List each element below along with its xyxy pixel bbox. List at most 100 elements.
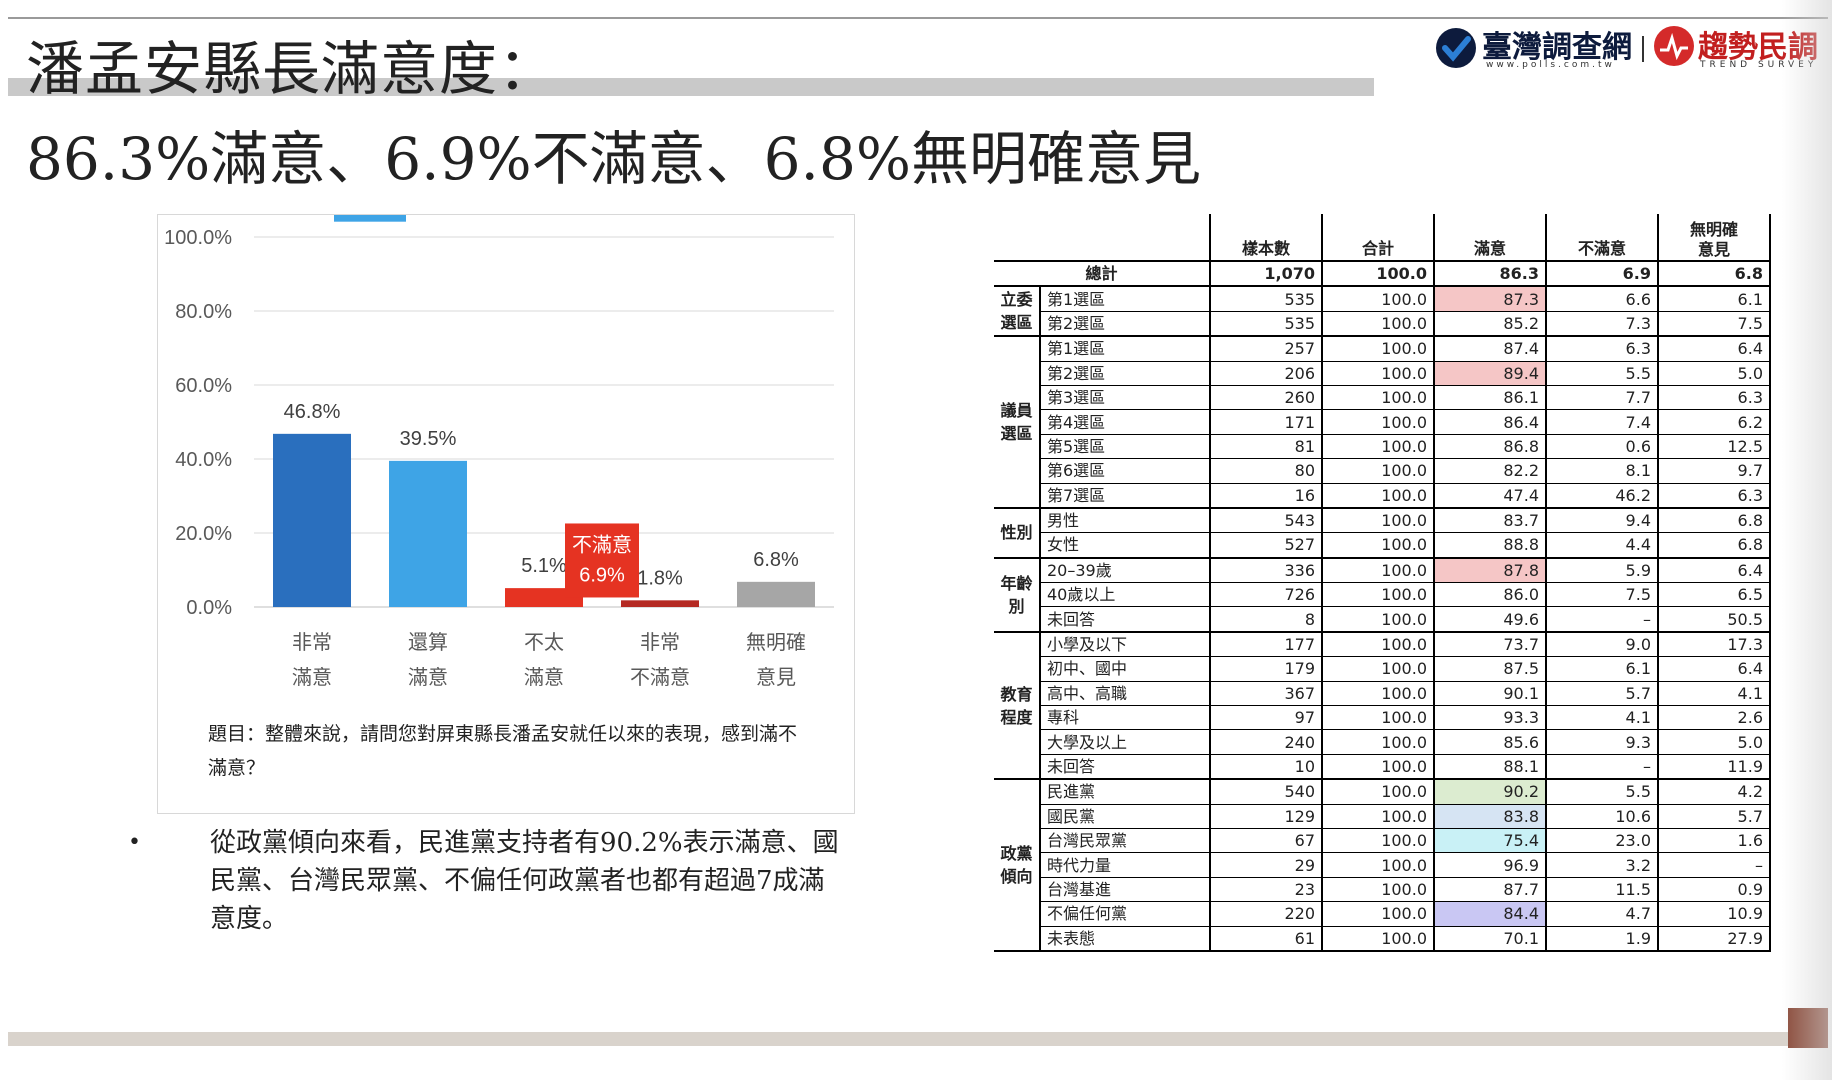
page-title: 潘孟安縣長滿意度： <box>26 35 558 103</box>
row-value: 9.3 <box>1545 729 1658 755</box>
row-value: 6.4 <box>1657 557 1771 584</box>
bullet-point-icon: • <box>128 830 141 855</box>
checkmark-icon <box>1436 28 1476 68</box>
table-row: 未回答 10 100.0 88.1–11.9 <box>994 754 1771 781</box>
table-row: 第2選區 206 100.0 89.4 5.5 5.0 <box>994 361 1771 386</box>
page-subtitle: 86.3%滿意、6.9%不滿意、6.8%無明確意見 <box>26 125 1201 193</box>
table-row: 大學及以上 240 100.0 85.6 9.3 5.0 <box>994 729 1771 755</box>
row-value: 5.0 <box>1657 729 1771 755</box>
title-underline-bar <box>8 78 1374 96</box>
row-value: 100.0 <box>1321 705 1434 731</box>
row-value: 86.8 <box>1433 434 1546 460</box>
table-row: 高中、高職 367 100.0 90.1 5.7 4.1 <box>994 681 1771 707</box>
row-value: 70.1 <box>1433 926 1546 952</box>
row-value: 86.1 <box>1433 385 1546 411</box>
row-value: – <box>1545 754 1658 781</box>
row-value: 100.0 <box>1321 507 1434 534</box>
row-value: 5.5 <box>1545 779 1658 805</box>
y-tick-label: 0.0% <box>186 597 232 619</box>
row-label: 初中、國中 <box>1039 656 1210 682</box>
row-value: 0.6 <box>1545 434 1658 460</box>
header-blank <box>994 214 1210 261</box>
logo-separator <box>1642 36 1644 62</box>
row-label: 第7選區 <box>1039 483 1210 509</box>
row-value: 4.1 <box>1657 681 1771 707</box>
row-value: 100.0 <box>1321 286 1434 312</box>
row-value: 3.2 <box>1545 852 1658 878</box>
table-row: 專科 97 100.0 93.3 4.1 2.6 <box>994 705 1771 731</box>
row-label: 第1選區 <box>1039 286 1210 312</box>
x-tick-label: 還算 <box>408 630 448 654</box>
row-value: 100.0 <box>1321 336 1434 362</box>
row-value: 257 <box>1209 336 1322 362</box>
table-row: 第3選區 260 100.0 86.1 7.7 6.3 <box>994 385 1771 411</box>
column-header: 不滿意 <box>1545 214 1658 261</box>
group-label-line: 教育 <box>1000 684 1033 704</box>
x-tick-label: 無明確 <box>746 630 806 654</box>
row-value: 10.6 <box>1545 804 1658 829</box>
row-value: 29 <box>1209 852 1322 878</box>
annotation-box <box>565 523 639 598</box>
crosstab-table-wrap: 樣本數 合計 滿意 不滿意 無明確 意見 總計 1,070 100.0 86.3 6.9 6.8 立委選… <box>994 214 1771 952</box>
row-value: 100.0 <box>1321 385 1434 411</box>
row-value: 5.7 <box>1657 804 1771 829</box>
row-value: 10.9 <box>1657 901 1771 927</box>
bar <box>737 581 815 607</box>
row-value: 7.3 <box>1545 311 1658 338</box>
row-value: 27.9 <box>1657 926 1771 952</box>
row-value: 100.0 <box>1321 852 1434 878</box>
summary-bullet-text: 從政黨傾向來看，民進黨支持者有90.2%表示滿意、國民黨、台灣民眾黨、不偏任何政… <box>210 828 839 934</box>
row-label: 40歲以上 <box>1039 582 1210 608</box>
row-value: 129 <box>1209 804 1322 829</box>
row-value: 85.2 <box>1433 311 1546 338</box>
row-label: 台灣民眾黨 <box>1039 828 1210 854</box>
row-label: 未表態 <box>1039 926 1210 952</box>
row-label: 專科 <box>1039 705 1210 731</box>
table-row: 台灣民眾黨 67 100.0 75.4 23.0 1.6 <box>994 828 1771 854</box>
group-label-line: 別 <box>1008 596 1025 616</box>
x-tick-label: 不太 <box>524 630 564 654</box>
row-value: 1.9 <box>1545 926 1658 952</box>
table-row: 女性 527 100.0 88.8 4.4 6.8 <box>994 532 1771 559</box>
row-value: 100.0 <box>1321 631 1434 658</box>
bar <box>389 460 467 607</box>
total-value: 6.8 <box>1657 259 1771 288</box>
group-label: 年齡別 <box>994 557 1040 633</box>
row-value: – <box>1545 606 1658 633</box>
row-value: 5.7 <box>1545 681 1658 707</box>
row-value: 84.4 <box>1433 901 1546 927</box>
x-tick-label: 不滿意 <box>630 665 690 689</box>
column-header: 樣本數 <box>1209 214 1322 261</box>
row-value: 75.4 <box>1433 828 1546 854</box>
table-row: 40歲以上 726 100.0 86.0 7.5 6.5 <box>994 582 1771 608</box>
x-tick-label: 滿意 <box>524 665 564 689</box>
row-value: 89.4 <box>1433 361 1546 386</box>
group-label: 立委 選區 <box>994 286 1040 338</box>
row-value: 6.5 <box>1657 582 1771 608</box>
row-value: 100.0 <box>1321 828 1434 854</box>
table-row: 不偏任何黨 220 100.0 84.4 4.7 10.9 <box>994 901 1771 927</box>
row-value: 23 <box>1209 877 1322 903</box>
row-value: 4.2 <box>1657 779 1771 805</box>
row-value: 6.6 <box>1545 286 1658 312</box>
row-value: 47.4 <box>1433 483 1546 509</box>
row-value: 100.0 <box>1321 409 1434 435</box>
group-label: 政黨 傾向 <box>994 779 1040 952</box>
row-value: 100.0 <box>1321 557 1434 584</box>
row-value: 2.6 <box>1657 705 1771 731</box>
x-tick-label: 非常 <box>292 630 332 654</box>
row-value: 177 <box>1209 631 1322 658</box>
row-value: 8.1 <box>1545 458 1658 484</box>
row-value: 100.0 <box>1321 311 1434 338</box>
row-value: 6.4 <box>1657 656 1771 682</box>
row-value: 6.3 <box>1657 483 1771 509</box>
table-row: 國民黨 129 100.0 83.8 10.6 5.7 <box>994 804 1771 829</box>
row-value: 535 <box>1209 286 1322 312</box>
row-value: 5.5 <box>1545 361 1658 386</box>
row-label: 不偏任何黨 <box>1039 901 1210 927</box>
bar <box>505 588 583 607</box>
row-value: 100.0 <box>1321 754 1434 781</box>
row-value: 100.0 <box>1321 926 1434 952</box>
crosstab-table: 樣本數 合計 滿意 不滿意 無明確 意見 總計 1,070 100.0 86.3 6.9 6.8 立委選… <box>994 214 1771 952</box>
row-label: 未回答 <box>1039 606 1210 633</box>
